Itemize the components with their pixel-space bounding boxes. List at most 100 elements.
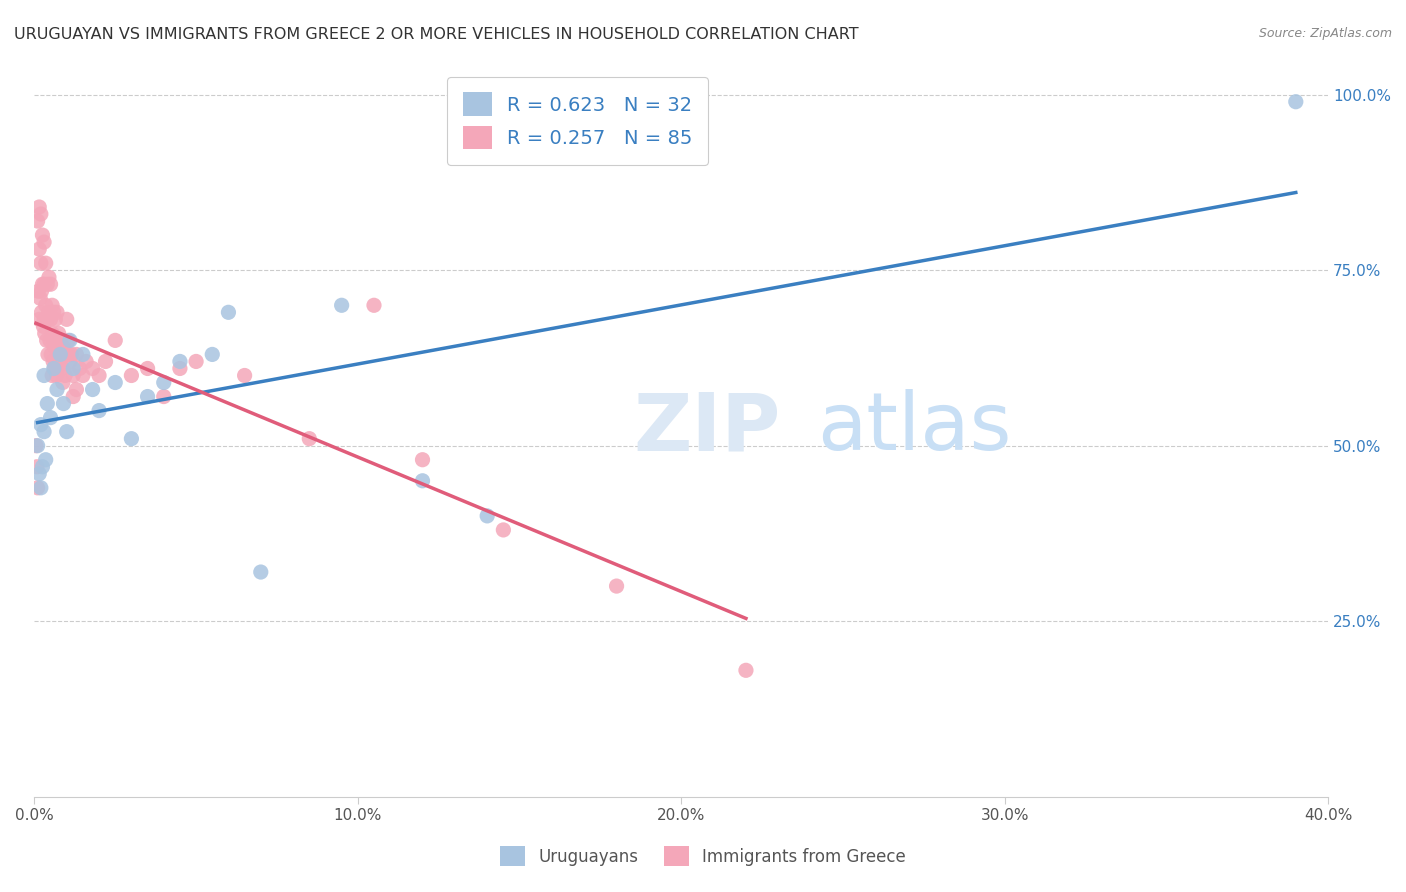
Legend: R = 0.623   N = 32, R = 0.257   N = 85: R = 0.623 N = 32, R = 0.257 N = 85 [447,77,709,165]
Immigrants from Greece [32,235,55,249]
Immigrants from Greece [152,390,174,404]
Immigrants from Greece [31,228,53,243]
Immigrants from Greece [120,368,142,383]
Immigrants from Greece [42,305,65,319]
Uruguayans [35,452,58,467]
Uruguayans [330,298,353,312]
Immigrants from Greece [31,277,53,292]
Immigrants from Greece [48,326,70,341]
Uruguayans [28,467,51,481]
Immigrants from Greece [35,298,58,312]
Uruguayans [62,361,84,376]
Text: URUGUAYAN VS IMMIGRANTS FROM GREECE 2 OR MORE VEHICLES IN HOUSEHOLD CORRELATION : URUGUAYAN VS IMMIGRANTS FROM GREECE 2 OR… [14,27,859,42]
Uruguayans [201,347,224,361]
Uruguayans [477,508,499,523]
Immigrants from Greece [30,291,52,305]
Uruguayans [152,376,174,390]
Immigrants from Greece [233,368,256,383]
Immigrants from Greece [41,326,63,341]
Immigrants from Greece [28,312,51,326]
Immigrants from Greece [48,347,70,361]
Immigrants from Greece [65,347,87,361]
Immigrants from Greece [46,361,69,376]
Immigrants from Greece [94,354,117,368]
Immigrants from Greece [49,354,72,368]
Immigrants from Greece [34,326,56,341]
Immigrants from Greece [55,312,77,326]
Immigrants from Greece [41,368,63,383]
Uruguayans [32,425,55,439]
Immigrants from Greece [87,368,110,383]
Immigrants from Greece [60,347,83,361]
Uruguayans [169,354,191,368]
Immigrants from Greece [42,334,65,348]
Immigrants from Greece [31,285,53,299]
Immigrants from Greece [38,305,60,319]
Immigrants from Greece [37,277,59,292]
Immigrants from Greece [82,361,104,376]
Uruguayans [72,347,94,361]
Immigrants from Greece [492,523,515,537]
Immigrants from Greece [38,334,60,348]
Immigrants from Greece [27,285,49,299]
Immigrants from Greece [51,340,73,354]
Text: atlas: atlas [817,389,1011,467]
Immigrants from Greece [62,368,84,383]
Uruguayans [1285,95,1308,109]
Uruguayans [120,432,142,446]
Immigrants from Greece [44,354,66,368]
Immigrants from Greece [58,347,80,361]
Immigrants from Greece [38,270,60,285]
Immigrants from Greece [45,368,67,383]
Uruguayans [31,459,53,474]
Uruguayans [104,376,127,390]
Uruguayans [42,361,65,376]
Immigrants from Greece [58,334,80,348]
Uruguayans [55,425,77,439]
Text: Source: ZipAtlas.com: Source: ZipAtlas.com [1258,27,1392,40]
Uruguayans [46,383,69,397]
Legend: Uruguayans, Immigrants from Greece: Uruguayans, Immigrants from Greece [492,838,914,875]
Immigrants from Greece [735,663,758,677]
Uruguayans [30,417,52,432]
Immigrants from Greece [25,459,48,474]
Immigrants from Greece [28,200,51,214]
Immigrants from Greece [39,347,62,361]
Immigrants from Greece [32,277,55,292]
Immigrants from Greece [48,334,70,348]
Immigrants from Greece [30,256,52,270]
Immigrants from Greece [55,347,77,361]
Immigrants from Greece [42,354,65,368]
Uruguayans [87,403,110,417]
Immigrants from Greece [27,214,49,228]
Immigrants from Greece [31,305,53,319]
Uruguayans [249,565,271,579]
Immigrants from Greece [35,256,58,270]
Immigrants from Greece [25,439,48,453]
Immigrants from Greece [363,298,385,312]
Immigrants from Greece [32,312,55,326]
Immigrants from Greece [49,334,72,348]
Immigrants from Greece [136,361,159,376]
Immigrants from Greece [65,383,87,397]
Uruguayans [27,439,49,453]
Immigrants from Greece [41,298,63,312]
Uruguayans [39,410,62,425]
Immigrants from Greece [298,432,321,446]
Uruguayans [52,396,75,410]
Immigrants from Greece [37,347,59,361]
Uruguayans [412,474,434,488]
Immigrants from Greece [27,481,49,495]
Immigrants from Greece [104,334,127,348]
Immigrants from Greece [39,312,62,326]
Immigrants from Greece [44,340,66,354]
Immigrants from Greece [69,361,91,376]
Uruguayans [136,390,159,404]
Immigrants from Greece [28,242,51,256]
Immigrants from Greece [59,354,82,368]
Immigrants from Greece [184,354,207,368]
Immigrants from Greece [32,319,55,334]
Immigrants from Greece [169,361,191,376]
Immigrants from Greece [30,207,52,221]
Immigrants from Greece [35,334,58,348]
